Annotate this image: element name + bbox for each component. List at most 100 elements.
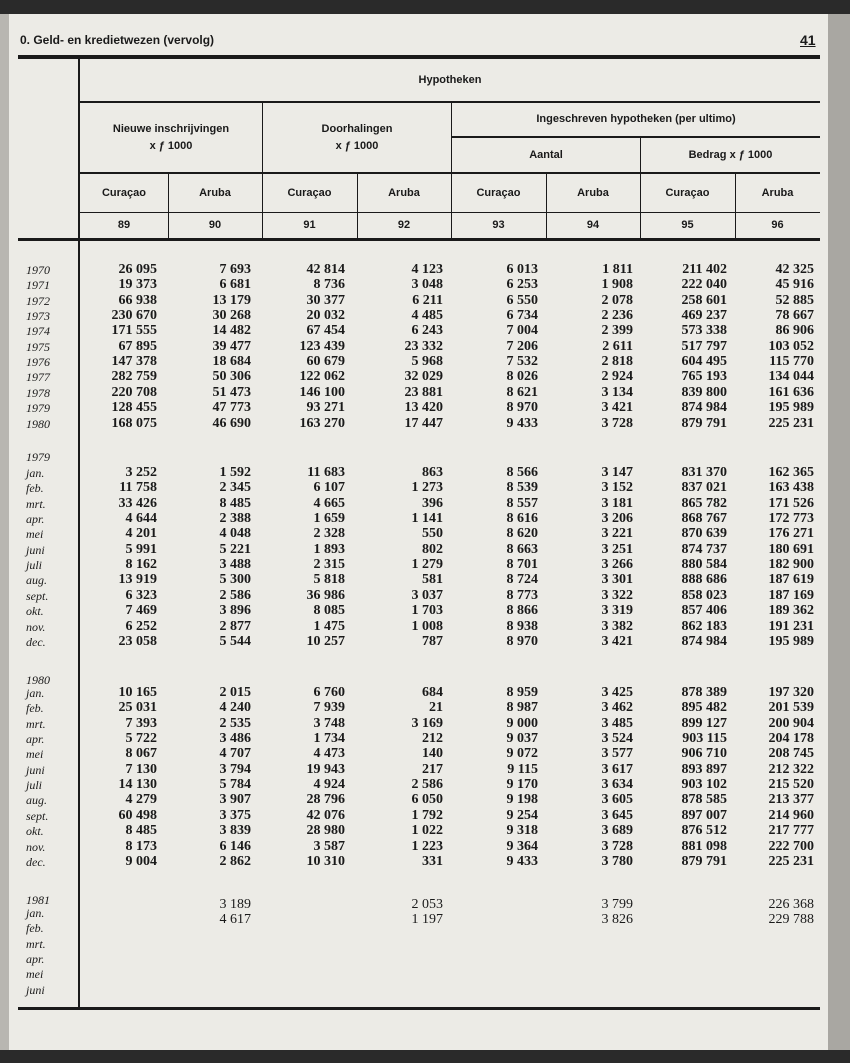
row-label: okt.	[26, 604, 44, 619]
table-cell: 3 251	[601, 541, 634, 557]
column-number: 92	[397, 219, 411, 231]
table-cell: 6 734	[506, 308, 539, 324]
row-label: jan.	[26, 686, 45, 700]
table-cell: 28 980	[306, 823, 346, 839]
table-cell: 8 026	[506, 369, 539, 385]
table-cell: 331	[422, 853, 443, 869]
table-cell: 2 399	[601, 323, 634, 339]
row-label: nov.	[26, 839, 46, 854]
row-label: feb.	[26, 701, 44, 716]
row-label: sept.	[26, 588, 49, 603]
table-cell: 899 127	[681, 715, 728, 731]
row-label: jan.	[26, 906, 45, 920]
column-header: Curaçao	[287, 186, 332, 199]
table-cell: 5 221	[219, 541, 252, 557]
table-cell: 211 402	[682, 262, 727, 277]
table-cell: 857 406	[681, 603, 728, 619]
table-cell: 222 040	[681, 277, 728, 293]
table-cell: 6 211	[412, 292, 443, 308]
table-cell: 42 325	[775, 262, 815, 277]
column-header: Aruba	[577, 186, 609, 199]
table-cell: 86 906	[775, 323, 815, 339]
table-cell: 839 800	[681, 384, 728, 400]
column-number: 90	[208, 219, 222, 231]
table-cell: 11 683	[307, 465, 345, 480]
table-cell: 187 169	[768, 587, 815, 603]
table-cell: 217 777	[768, 823, 815, 839]
rule	[262, 103, 263, 172]
table-cell: 8 485	[125, 823, 158, 839]
table-cell: 8 970	[506, 400, 539, 416]
table-cell: 13 420	[404, 400, 444, 416]
table-cell: 215 520	[768, 777, 815, 793]
rule	[80, 101, 820, 103]
table-cell: 60 679	[306, 354, 346, 370]
table-cell: 5 300	[219, 572, 252, 588]
table-cell: 1 475	[313, 618, 346, 634]
table-cell: 9 433	[506, 853, 539, 869]
table-cell: 895 482	[681, 700, 728, 716]
table-cell: 3 617	[601, 761, 634, 777]
table-cell: 5 991	[125, 541, 158, 557]
table-cell: 8 621	[506, 384, 539, 400]
table-cell: 60 498	[118, 807, 158, 823]
table-cell: 802	[422, 541, 443, 557]
row-label: 1980	[26, 416, 50, 431]
table-cell: 1 703	[411, 603, 444, 619]
table-cell: 8 173	[125, 838, 158, 854]
table-cell: 3 134	[601, 384, 634, 400]
table-cell: 3 181	[601, 495, 634, 511]
table-cell: 6 681	[219, 277, 252, 293]
table-cell: 9 004	[125, 853, 158, 869]
table-cell: 128 455	[111, 400, 158, 416]
table-cell: 9 364	[506, 838, 539, 854]
table-cell: 50 306	[212, 369, 252, 385]
table-cell: 8 938	[506, 618, 539, 634]
table-cell: 8 866	[506, 603, 539, 619]
table-cell: 25 031	[118, 700, 158, 716]
row-label: mrt.	[26, 936, 46, 951]
table-cell: 5 784	[219, 777, 252, 793]
table-cell: 8 485	[219, 495, 252, 511]
table-bottom-rule	[18, 1007, 820, 1010]
row-label: feb.	[26, 921, 44, 936]
table-cell: 200 904	[768, 715, 815, 731]
table-cell: 765 193	[681, 369, 728, 385]
table-cell: 3 799	[601, 897, 634, 912]
table-cell: 1 893	[313, 541, 346, 557]
table-cell: 3 048	[411, 277, 444, 293]
table-cell: 67 454	[306, 323, 346, 339]
table-cell: 862 183	[681, 618, 728, 634]
table-cell: 6 107	[313, 480, 346, 496]
table-cell: 9 115	[507, 761, 538, 777]
table-cell: 46 690	[212, 415, 252, 431]
table-cell: 9 254	[506, 807, 539, 823]
group-ingeschreven: Ingeschreven hypotheken (per ultimo)	[536, 113, 736, 125]
table-cell: 220 708	[111, 384, 158, 400]
column-header: Aruba	[761, 186, 794, 199]
row-label: 1978	[26, 385, 50, 400]
table-cell: 161 636	[768, 384, 815, 400]
table-cell: 10 257	[306, 633, 346, 649]
table-cell: 1 197	[411, 912, 444, 928]
section-title: 0. Geld- en kredietwezen (vervolg)	[20, 33, 215, 47]
scan-right-edge	[828, 14, 850, 1050]
row-label: aug.	[26, 793, 47, 808]
row-label: juni	[26, 762, 45, 777]
table-cell: 7 004	[506, 323, 539, 339]
table-cell: 6 253	[506, 277, 539, 293]
table-cell: 870 639	[681, 526, 728, 542]
table-cell: 51 473	[212, 384, 252, 400]
table-cell: 5 818	[313, 572, 346, 588]
table-cell: 469 237	[681, 308, 728, 324]
row-label: 1974	[26, 324, 50, 339]
table-cell: 3 689	[601, 823, 634, 839]
row-label: dec.	[26, 854, 46, 869]
column-divider	[546, 174, 547, 238]
table-cell: 213 377	[768, 792, 815, 808]
table-cell: 6 550	[506, 292, 539, 308]
table-cell: 879 791	[681, 415, 728, 431]
table-cell: 3 375	[219, 807, 252, 823]
table-cell: 195 989	[768, 633, 815, 649]
table-cell: 2 862	[219, 853, 252, 869]
